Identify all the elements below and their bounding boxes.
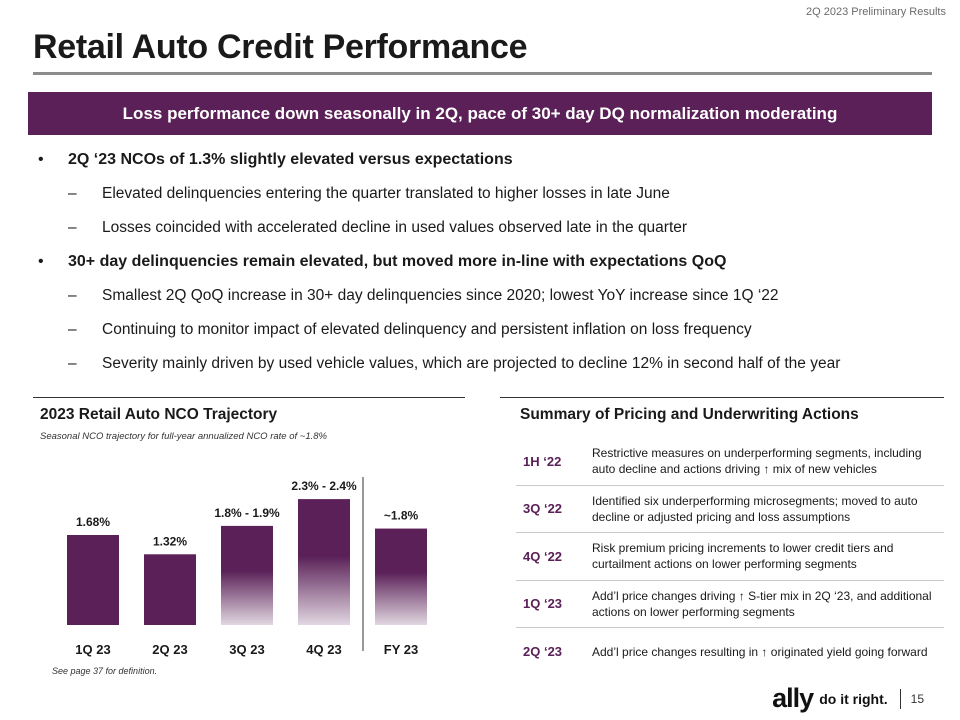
dash-icon: –: [68, 321, 77, 338]
bar-fy-23: [375, 528, 427, 625]
data-label: 1.32%: [153, 534, 187, 548]
category-label: FY 23: [384, 642, 418, 657]
bullet-dot-icon: •: [38, 151, 44, 168]
category-label: 1Q 23: [75, 642, 110, 657]
sub-bullet-text: Continuing to monitor impact of elevated…: [102, 321, 752, 338]
report-tag: 2Q 2023 Preliminary Results: [805, 6, 946, 18]
dash-icon: –: [68, 355, 77, 372]
summary-description: Risk premium pricing increments to lower…: [592, 541, 894, 572]
chart-title: 2023 Retail Auto NCO Trajectory: [40, 406, 278, 423]
bullet-list: • 2Q ‘23 NCOs of 1.3% slightly elevated v…: [38, 148, 930, 386]
sub-bullet-item: – Continuing to monitor impact of elevate…: [38, 318, 930, 342]
category-label: 4Q 23: [306, 642, 341, 657]
summary-row: 3Q ‘22 Identified six underperforming mic…: [516, 486, 944, 533]
dash-icon: –: [68, 287, 77, 304]
summary-period: 3Q ‘22: [523, 501, 563, 517]
dash-icon: –: [68, 185, 77, 202]
summary-table: 1H ‘22 Restrictive measures on underperfo…: [516, 438, 944, 676]
category-label: 2Q 23: [152, 642, 187, 657]
bar-4q-23: [298, 499, 350, 625]
bullet-text: 2Q ‘23 NCOs of 1.3% slightly elevated ve…: [68, 151, 513, 168]
bar-1q-23: [67, 535, 119, 625]
sub-bullet-item: – Losses coincided with accelerated decli…: [38, 216, 930, 240]
page-title: Retail Auto Credit Performance: [33, 28, 528, 66]
summary-row: 2Q ‘23 Add’l price changes resulting in ↑…: [516, 628, 944, 676]
summary-description: Add’l price changes resulting in ↑ origi…: [592, 644, 928, 659]
bar-2q-23: [144, 554, 196, 625]
nco-bar-chart: 1.68% 1Q 23 1.32% 2Q 23 1.8% - 1.9% 3Q 23 2.3%…: [67, 477, 427, 657]
sub-bullet-text: Smallest 2Q QoQ increase in 30+ day deli…: [102, 287, 779, 304]
sub-bullet-text: Losses coincided with accelerated declin…: [102, 219, 688, 236]
banner-text: Loss performance down seasonally in 2Q, …: [122, 103, 838, 123]
summary-section-divider: [500, 397, 944, 398]
sub-bullet-item: – Severity mainly driven by used vehicle …: [38, 352, 930, 376]
sub-bullet-text: Elevated delinquencies entering the quar…: [102, 185, 670, 202]
data-label: 1.68%: [76, 515, 110, 529]
summary-description: Add’l price changes driving ↑ S-tier mix…: [592, 588, 932, 619]
key-message-banner: Loss performance down seasonally in 2Q, …: [28, 92, 932, 135]
page-number: 15: [910, 691, 924, 706]
summary-description: Identified six underperforming microsegm…: [592, 493, 918, 524]
summary-period: 1H ‘22: [523, 453, 562, 469]
bullet-item: • 30+ day delinquencies remain elevated, …: [38, 250, 930, 274]
summary-period: 4Q ‘22: [523, 548, 563, 564]
footer-separator: [899, 688, 901, 709]
summary-row: 1H ‘22 Restrictive measures on underperfo…: [516, 438, 944, 486]
title-divider: [33, 72, 932, 75]
bar-3q-23: [221, 525, 273, 625]
data-label: 2.3% - 2.4%: [291, 479, 357, 493]
bullet-dot-icon: •: [38, 253, 44, 270]
summary-row: 4Q ‘22 Risk premium pricing increments to…: [516, 533, 944, 581]
chart-section-divider: [33, 397, 465, 398]
data-label: 1.8% - 1.9%: [214, 506, 280, 520]
dash-icon: –: [68, 219, 77, 236]
chart-footnote: See page 37 for definition.: [52, 666, 158, 676]
summary-description: Restrictive measures on underperforming …: [592, 446, 922, 477]
footer-brand: ally do it right. 15: [772, 683, 924, 714]
summary-period: 1Q ‘23: [523, 596, 563, 612]
category-label: 3Q 23: [229, 642, 264, 657]
summary-title: Summary of Pricing and Underwriting Acti…: [520, 406, 859, 423]
sub-bullet-item: – Elevated delinquencies entering the qua…: [38, 182, 930, 206]
bullet-item: • 2Q ‘23 NCOs of 1.3% slightly elevated v…: [38, 148, 930, 172]
sub-bullet-text: Severity mainly driven by used vehicle v…: [102, 355, 841, 372]
chart-subtitle: Seasonal NCO trajectory for full-year an…: [40, 431, 327, 442]
summary-row: 1Q ‘23 Add’l price changes driving ↑ S-ti…: [516, 581, 944, 628]
data-label: ~1.8%: [384, 509, 419, 523]
ally-logo: ally: [772, 683, 814, 713]
summary-period: 2Q ‘23: [523, 644, 563, 660]
bullet-text: 30+ day delinquencies remain elevated, b…: [68, 253, 727, 270]
brand-tagline: do it right.: [819, 690, 888, 707]
sub-bullet-item: – Smallest 2Q QoQ increase in 30+ day del…: [38, 284, 930, 308]
